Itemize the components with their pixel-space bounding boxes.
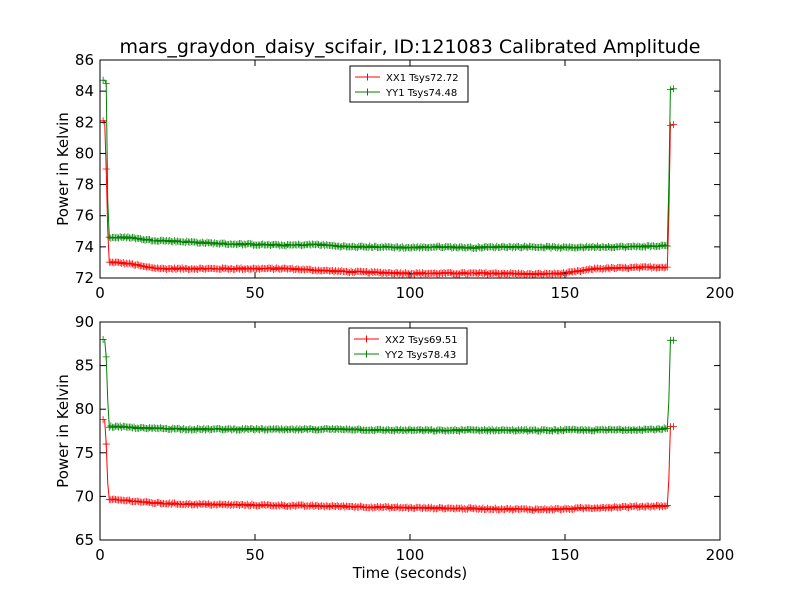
legend-label: XX1 Tsys72.72 (386, 73, 459, 84)
y-axis-label: Power in Kelvin (54, 374, 72, 488)
x-tick-label: 0 (95, 284, 105, 302)
y-axis-label: Power in Kelvin (54, 112, 72, 226)
x-tick-label: 150 (551, 546, 580, 564)
subplot-1: 0 50 100 150 200 72 74 76 78 80 82 84 86 Power in Kel… (54, 51, 734, 302)
series-line (103, 79, 674, 250)
x-tick-label: 100 (396, 284, 425, 302)
y-tick-label: 90 (75, 313, 94, 331)
legend: XX1 Tsys72.72 YY1 Tsys74.48 (349, 65, 469, 103)
series-markers (100, 416, 677, 514)
y-tick-label: 70 (75, 487, 94, 505)
x-axis-label: Time (seconds) (352, 564, 468, 582)
series-markers (100, 117, 677, 278)
y-tick-label: 80 (75, 144, 94, 162)
series-markers (100, 335, 677, 435)
x-tick-label: 50 (245, 546, 264, 564)
series-yy1 (100, 76, 677, 252)
subplot-2: 0 50 100 150 200 65 70 75 80 85 90 Power in Kelvin X… (54, 313, 734, 564)
y-tick-label: 82 (75, 113, 94, 131)
series-xx2 (100, 416, 677, 514)
x-tick-label: 150 (551, 284, 580, 302)
legend-marker (363, 335, 370, 343)
legend-label: YY2 Tsys78.43 (384, 350, 456, 361)
y-tick-label: 85 (75, 357, 94, 375)
legend: XX2 Tsys69.51 YY2 Tsys78.43 (348, 327, 468, 365)
series-markers (100, 76, 677, 252)
y-tick-label: 80 (75, 400, 94, 418)
series-yy2 (100, 335, 677, 435)
y-tick-label: 72 (75, 269, 94, 287)
subplots: 0 50 100 150 200 72 74 76 78 80 82 84 86 Power in Kel… (54, 51, 734, 564)
legend-marker (363, 350, 370, 358)
x-tick-label: 100 (396, 546, 425, 564)
y-tick-label: 74 (75, 238, 94, 256)
chart-title: mars_graydon_daisy_scifair, ID:121083 Ca… (120, 36, 701, 58)
x-tick-label: 200 (706, 546, 735, 564)
y-tick-label: 65 (75, 531, 94, 549)
x-tick-label: 200 (706, 284, 735, 302)
legend-label: YY1 Tsys74.48 (385, 88, 457, 99)
x-tick-label: 0 (95, 546, 105, 564)
y-tick-label: 84 (75, 82, 94, 100)
series-line (103, 120, 674, 276)
x-tick-label: 50 (245, 284, 264, 302)
legend-marker (364, 73, 371, 81)
y-tick-label: 86 (75, 51, 94, 69)
series-xx1 (100, 117, 677, 278)
y-tick-label: 76 (75, 207, 94, 225)
legend-marker (364, 88, 371, 96)
legend-box (349, 65, 469, 103)
y-tick-label: 78 (75, 176, 94, 194)
legend-box (348, 327, 468, 365)
y-tick-label: 75 (75, 444, 94, 462)
legend-label: XX2 Tsys69.51 (385, 335, 458, 346)
